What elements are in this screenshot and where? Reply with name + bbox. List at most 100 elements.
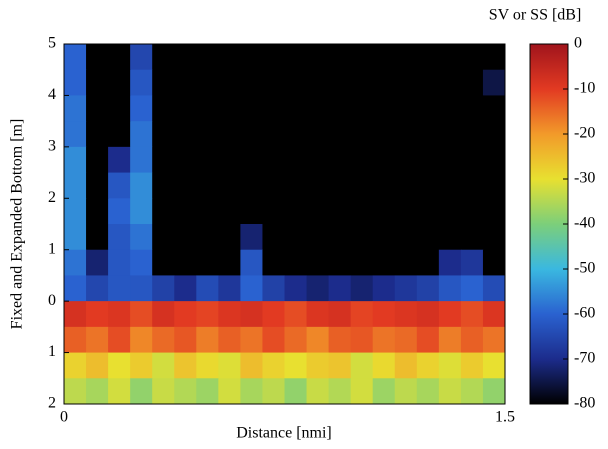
- plot-frame: [63, 43, 506, 405]
- heatmap-cell: [460, 198, 484, 225]
- heatmap-cell: [482, 275, 506, 302]
- heatmap-cell: [284, 95, 308, 122]
- heatmap-cell: [196, 249, 219, 276]
- heatmap-cell: [438, 224, 462, 251]
- heatmap-cell: [394, 326, 418, 354]
- y-tick-label: 4: [48, 86, 56, 103]
- heatmap-cell: [218, 249, 241, 276]
- heatmap-cell: [482, 198, 506, 225]
- heatmap-cell: [130, 198, 153, 225]
- heatmap-cell: [438, 198, 462, 225]
- heatmap-cell: [152, 378, 175, 405]
- heatmap-cell: [262, 352, 285, 379]
- heatmap-cell: [416, 224, 440, 251]
- heatmap-cell: [174, 301, 197, 328]
- heatmap-cell: [174, 224, 197, 251]
- heatmap-cell: [328, 249, 352, 276]
- heatmap-cell: [240, 172, 263, 199]
- heatmap-cell: [262, 301, 285, 328]
- heatmap-cell: [460, 275, 484, 302]
- heatmap-cell: [460, 301, 484, 328]
- heatmap-cell: [86, 95, 109, 122]
- heatmap-cell: [416, 95, 440, 122]
- heatmap-cell: [372, 326, 396, 354]
- heatmap-cell: [482, 224, 506, 251]
- heatmap-cell: [86, 44, 109, 71]
- heatmap-cell: [306, 69, 330, 96]
- heatmap-cell: [262, 69, 285, 96]
- heatmap-cell: [86, 146, 109, 174]
- heatmap-cell: [306, 378, 330, 405]
- colorbar-tick-label: -20: [574, 125, 595, 142]
- heatmap-cell: [130, 172, 153, 199]
- heatmap-cell: [328, 378, 352, 405]
- heatmap-cell: [306, 352, 330, 379]
- heatmap-cell: [196, 44, 219, 71]
- heatmap-cell: [64, 326, 87, 354]
- heatmap-cell: [64, 172, 87, 199]
- heatmap-cell: [328, 326, 352, 354]
- heatmap-cell: [328, 121, 352, 148]
- heatmap-cell: [86, 121, 109, 148]
- heatmap-cell: [218, 301, 241, 328]
- heatmap-cell: [394, 172, 418, 199]
- y-tick-label: 1: [48, 343, 56, 360]
- heatmap-cell: [86, 378, 109, 405]
- heatmap-cell: [284, 378, 308, 405]
- heatmap-cell: [86, 69, 109, 96]
- heatmap-cell: [438, 95, 462, 122]
- heatmap-cell: [152, 44, 175, 71]
- heatmap-cell: [130, 44, 153, 71]
- heatmap-cell: [394, 352, 418, 379]
- y-tick-label: 2: [48, 189, 56, 206]
- heatmap-cell: [328, 44, 352, 71]
- heatmap-cell: [196, 95, 219, 122]
- heatmap-cell: [438, 172, 462, 199]
- heatmap-cell: [218, 44, 241, 71]
- heatmap-cell: [416, 378, 440, 405]
- heatmap-cell: [284, 326, 308, 354]
- heatmap-cell: [306, 172, 330, 199]
- heatmap-cell: [394, 224, 418, 251]
- heatmap-cell: [196, 326, 219, 354]
- heatmap-cell: [64, 198, 87, 225]
- heatmap-cell: [130, 69, 153, 96]
- heatmap-cell: [350, 301, 374, 328]
- heatmap-cell: [438, 326, 462, 354]
- heatmap-cell: [240, 69, 263, 96]
- heatmap-cell: [416, 198, 440, 225]
- x-tick-label: 1.5: [495, 409, 515, 426]
- heatmap-cell: [64, 249, 87, 276]
- heatmap-cell: [482, 326, 506, 354]
- heatmap-cell: [394, 301, 418, 328]
- heatmap-cell: [416, 172, 440, 199]
- heatmap-cell: [328, 95, 352, 122]
- heatmap-cell: [152, 352, 175, 379]
- heatmap-cell: [482, 95, 506, 122]
- heatmap-cell: [482, 172, 506, 199]
- heatmap-cell: [240, 275, 263, 302]
- heatmap-cell: [152, 224, 175, 251]
- heatmap-cell: [130, 301, 153, 328]
- heatmap-cell: [460, 378, 484, 405]
- heatmap-cell: [262, 44, 285, 71]
- heatmap-cell: [372, 275, 396, 302]
- heatmap-cell: [152, 275, 175, 302]
- heatmap-cell: [240, 146, 263, 174]
- heatmap-cell: [482, 44, 506, 71]
- heatmap-cell: [438, 301, 462, 328]
- heatmap-cell: [64, 121, 87, 148]
- heatmap-cell: [460, 352, 484, 379]
- heatmap-cell: [64, 146, 87, 174]
- heatmap-cell: [240, 224, 263, 251]
- heatmap-cell: [416, 352, 440, 379]
- heatmap-cell: [130, 146, 153, 174]
- heatmap-cell: [328, 301, 352, 328]
- heatmap-cell: [350, 146, 374, 174]
- heatmap-cell: [240, 198, 263, 225]
- heatmap-cell: [174, 44, 197, 71]
- heatmap-cell: [262, 121, 285, 148]
- heatmap-cell: [108, 146, 131, 174]
- heatmap-cell: [196, 352, 219, 379]
